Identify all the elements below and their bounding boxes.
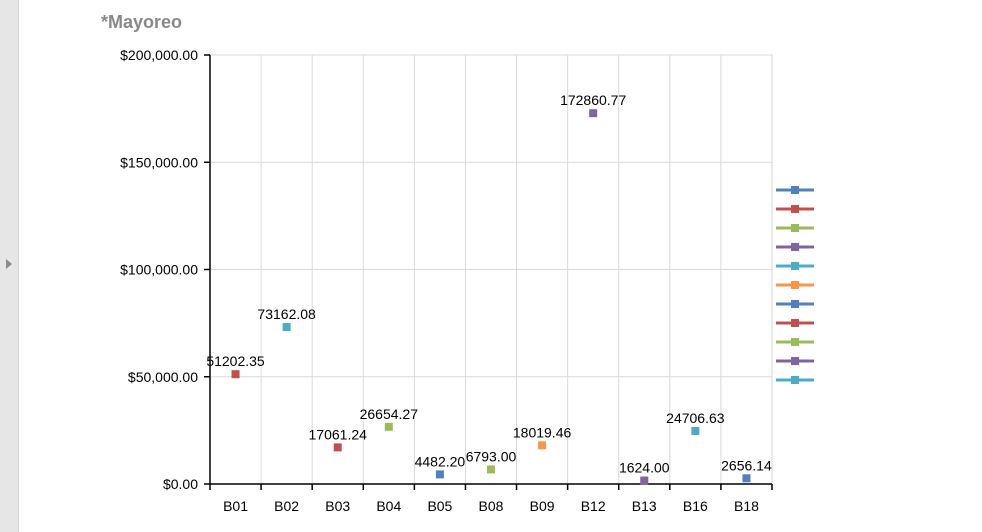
legend-marker bbox=[791, 243, 799, 251]
data-point bbox=[742, 474, 751, 483]
data-label: 4482.20 bbox=[415, 453, 466, 469]
data-point bbox=[333, 443, 342, 452]
legend-marker bbox=[791, 300, 799, 308]
x-tick-label: B05 bbox=[427, 498, 452, 514]
legend-marker bbox=[791, 357, 799, 365]
data-label: 6793.00 bbox=[466, 448, 517, 464]
data-label: 172860.77 bbox=[560, 92, 626, 108]
x-tick-label: B12 bbox=[581, 498, 606, 514]
chart-title: *Mayoreo bbox=[101, 12, 183, 32]
data-label: 2656.14 bbox=[721, 457, 772, 473]
y-tick-label: $50,000.00 bbox=[128, 369, 198, 385]
data-point bbox=[487, 465, 495, 474]
data-point bbox=[435, 470, 444, 479]
data-point bbox=[691, 427, 700, 436]
x-tick-label: B13 bbox=[632, 498, 657, 514]
expand-arrow-icon[interactable] bbox=[6, 259, 12, 269]
x-tick-label: B03 bbox=[325, 498, 350, 514]
data-point bbox=[589, 109, 598, 118]
y-tick-label: $100,000.00 bbox=[120, 262, 198, 278]
data-label: 18019.46 bbox=[513, 424, 572, 440]
legend-marker bbox=[791, 186, 799, 194]
x-tick-label: B02 bbox=[274, 498, 299, 514]
data-label: 73162.08 bbox=[257, 306, 316, 322]
x-tick-label: B01 bbox=[223, 498, 248, 514]
y-tick-label: $0.00 bbox=[163, 476, 198, 492]
x-tick-label: B16 bbox=[683, 498, 708, 514]
data-label: 26654.27 bbox=[360, 406, 419, 422]
data-point bbox=[231, 370, 240, 379]
legend-marker bbox=[791, 376, 799, 384]
y-tick-label: $150,000.00 bbox=[120, 154, 198, 170]
x-tick-label: B04 bbox=[376, 498, 401, 514]
y-tick-label: $200,000.00 bbox=[120, 47, 198, 63]
legend-marker bbox=[791, 224, 799, 232]
legend-marker bbox=[791, 262, 799, 270]
data-label: 51202.35 bbox=[206, 353, 265, 369]
x-tick-label: B09 bbox=[530, 498, 555, 514]
data-point bbox=[538, 441, 547, 450]
x-tick-label: B08 bbox=[479, 498, 504, 514]
data-point bbox=[282, 323, 291, 332]
data-point bbox=[640, 476, 649, 485]
legend-marker bbox=[791, 319, 799, 327]
data-label: 1624.00 bbox=[619, 460, 670, 476]
side-panel-rail bbox=[0, 0, 19, 532]
data-point bbox=[384, 422, 393, 431]
data-label: 24706.63 bbox=[666, 410, 725, 426]
x-tick-label: B18 bbox=[734, 498, 759, 514]
legend-marker bbox=[791, 205, 799, 213]
legend-marker bbox=[791, 281, 799, 289]
legend-marker bbox=[791, 338, 799, 346]
data-label: 17061.24 bbox=[309, 426, 368, 442]
